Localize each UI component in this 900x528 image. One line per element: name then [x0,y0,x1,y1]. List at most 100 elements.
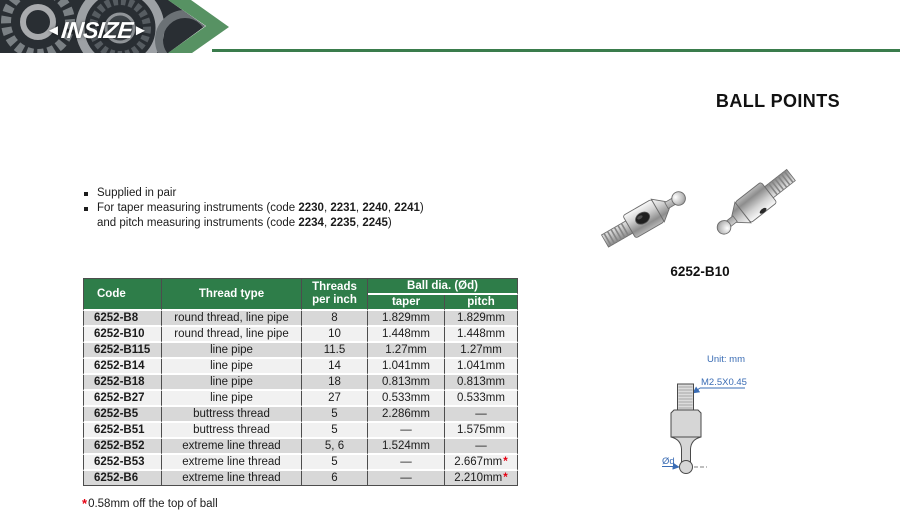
footnote-text: 0.58mm off the top of ball [88,498,218,510]
header-ball-dia: Ball dia. (Ød) [368,278,519,295]
cell-pitch: 1.575mm [445,423,519,439]
machinery-photo-graphic [0,0,205,53]
cell-threads-per-inch: 18 [302,375,368,391]
cell-pitch: 1.829mm [445,311,519,327]
page-title: BALL POINTS [715,91,840,111]
table-row: 6252-B115 line pipe 11.5 1.27mm 1.27mm [83,343,519,359]
feature-item: For taper measuring instruments (code 22… [84,201,524,231]
cell-taper: 0.533mm [368,391,445,407]
bullet-square-icon [84,186,97,201]
cell-thread-type: extreme line thread [162,439,302,455]
cell-taper: 1.524mm [368,439,445,455]
cell-threads-per-inch: 27 [302,391,368,407]
cell-taper: — [368,455,445,471]
cell-pitch: — [445,439,519,455]
cell-threads-per-inch: 10 [302,327,368,343]
feature-text: Supplied in pair [97,187,177,199]
table-row: 6252-B27 line pipe 27 0.533mm 0.533mm [83,391,519,407]
table-row: 6252-B10 round thread, line pipe 10 1.448mm… [83,327,519,343]
footnote-asterisk: * [503,456,508,468]
cell-pitch: — [445,407,519,423]
brand-wordmark-text: INSIZE [60,17,134,43]
header-pitch: pitch [445,295,519,311]
cell-taper: 1.041mm [368,359,445,375]
cell-pitch: 1.27mm [445,343,519,359]
table-header-row-1: Code Thread type Threads per inch Ball d… [83,278,519,311]
right-arrow-icon: ► [133,22,148,39]
cell-taper: 1.27mm [368,343,445,359]
footnote-asterisk: * [503,472,508,484]
cell-taper: — [368,471,445,486]
cell-thread-type: buttress thread [162,423,302,439]
header-thread-type: Thread type [162,278,302,311]
cell-thread-type: line pipe [162,375,302,391]
header-taper: taper [368,295,445,311]
brand-photo [0,0,205,53]
brand-logo: ◄ INSIZE ► [45,17,198,44]
header-threads-per-inch: Threads per inch [302,278,368,311]
cell-threads-per-inch: 5 [302,407,368,423]
cell-pitch: 2.667mm* [445,455,519,471]
cell-pitch: 0.813mm [445,375,519,391]
cell-threads-per-inch: 5, 6 [302,439,368,455]
cell-taper: — [368,423,445,439]
cell-threads-per-inch: 11.5 [302,343,368,359]
cell-pitch: 2.210mm* [445,471,519,486]
cell-code: 6252-B115 [83,343,162,359]
cell-code: 6252-B5 [83,407,162,423]
cell-code: 6252-B51 [83,423,162,439]
cell-thread-type: buttress thread [162,407,302,423]
cell-thread-type: line pipe [162,359,302,375]
cell-threads-per-inch: 6 [302,471,368,486]
table-header-row-2: taper pitch [83,295,519,311]
table-row: 6252-B6 extreme line thread 6—2.210mm* [83,471,519,486]
cell-thread-type: round thread, line pipe [162,327,302,343]
cell-thread-type: extreme line thread [162,471,302,486]
cell-code: 6252-B52 [83,439,162,455]
cell-code: 6252-B10 [83,327,162,343]
cell-pitch: 1.041mm [445,359,519,375]
cell-code: 6252-B8 [83,311,162,327]
footnote: *0.58mm off the top of ball [82,496,218,511]
cell-code: 6252-B6 [83,471,162,486]
table-row: 6252-B8 round thread, line pipe 8 1.829mm 1.… [83,311,519,327]
dimension-drawing: Unit: mm M2.5X0.45 Ød [662,354,747,474]
header-rule [212,49,900,52]
cell-taper: 1.829mm [368,311,445,327]
cell-taper: 2.286mm [368,407,445,423]
ball-point-right [709,163,800,243]
product-photo [595,163,815,268]
product-photo-label: 6252-B10 [670,264,730,279]
cell-thread-type: line pipe [162,391,302,407]
table-row: 6252-B53 extreme line thread 5—2.667mm* [83,455,519,471]
cell-threads-per-inch: 5 [302,455,368,471]
cell-code: 6252-B53 [83,455,162,471]
cell-thread-type: extreme line thread [162,455,302,471]
bullet-square-icon [84,201,97,231]
ball-point-left [597,183,692,254]
drawing-thread-spec: M2.5X0.45 [701,377,747,388]
feature-text: For taper measuring instruments (code 22… [97,202,424,229]
cell-code: 6252-B14 [83,359,162,375]
table-row: 6252-B5 buttress thread 5 2.286mm — [83,407,519,423]
cell-code: 6252-B18 [83,375,162,391]
cell-threads-per-inch: 8 [302,311,368,327]
header-code: Code [83,278,162,311]
table-row: 6252-B14 line pipe 14 1.041mm 1.041mm [83,359,519,375]
cell-thread-type: line pipe [162,343,302,359]
drawing-dia-label: Ød [662,456,675,467]
footnote-asterisk: * [82,496,88,511]
table-row: 6252-B18 line pipe 18 0.813mm 0.813mm [83,375,519,391]
table-row: 6252-B51 buttress thread 5—1.575mm [83,423,519,439]
ball-points-photo [597,163,800,254]
tech-drawing: Unit: mm M2.5X0.45 Ød [635,345,800,515]
feature-item: Supplied in pair [84,186,524,201]
cell-thread-type: round thread, line pipe [162,311,302,327]
cell-code: 6252-B27 [83,391,162,407]
cell-taper: 1.448mm [368,327,445,343]
cell-taper: 0.813mm [368,375,445,391]
cell-threads-per-inch: 5 [302,423,368,439]
cell-pitch: 0.533mm [445,391,519,407]
drawing-unit-label: Unit: mm [707,354,745,365]
